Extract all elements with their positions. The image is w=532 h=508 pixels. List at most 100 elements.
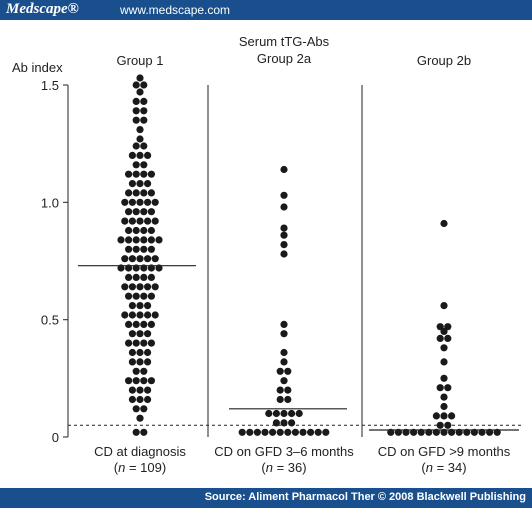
group-1-point (147, 226, 155, 235)
group-1-point (132, 161, 140, 169)
group-2a-point (280, 320, 288, 328)
footer-bar: Source: Aliment Pharmacol Ther © 2008 Bl… (0, 488, 532, 508)
group-1-point (132, 367, 140, 375)
site-url[interactable]: www.medscape.com (120, 3, 231, 17)
y-tick-label: 1.5 (41, 78, 59, 93)
group-1-point (125, 292, 133, 300)
group-2a-point (280, 250, 288, 258)
group-2b-point (440, 412, 448, 420)
group-2a-point (280, 165, 288, 174)
group-2a-point (253, 428, 261, 436)
group-1-point (136, 255, 144, 263)
group-1-category: CD at diagnosis (94, 444, 186, 459)
group-1-point (132, 405, 140, 413)
group-2b-point (432, 412, 440, 420)
group-2a-point (280, 358, 288, 366)
group-1-point (140, 292, 148, 300)
group-1-point (144, 217, 152, 225)
group-1-point (147, 292, 155, 300)
group-1-point (128, 395, 136, 404)
group-1-point (132, 428, 140, 436)
group-1-point (132, 377, 140, 385)
chart-title: Serum tTG-Abs (239, 34, 330, 49)
group-2b-point (444, 384, 452, 392)
group-2a-point (314, 428, 322, 436)
group-2a-point (280, 191, 288, 199)
group-1-point (132, 107, 140, 115)
group-1-point (128, 180, 136, 188)
group-2a-point (272, 419, 280, 427)
group-1-point (144, 151, 152, 159)
group-1-point (140, 245, 148, 253)
group-1-point (128, 198, 136, 206)
group-1-point (140, 367, 148, 375)
group-1-point (121, 255, 129, 263)
group-2a-point (280, 224, 288, 232)
group-1-point (151, 311, 159, 319)
group-1-point (136, 330, 144, 338)
group-1-point (132, 170, 140, 178)
group-1-point (132, 97, 140, 105)
group-2a-point (280, 409, 288, 418)
group-2a-point (280, 231, 288, 239)
group-2a-point (299, 428, 307, 436)
group-2b-point (440, 327, 448, 335)
group-1-point (136, 88, 144, 96)
group-1-point (147, 236, 155, 244)
y-tick-label: 0.5 (41, 313, 59, 328)
group-2b-point (436, 421, 444, 429)
group-2a-point (322, 428, 330, 436)
group-1-point (132, 236, 140, 244)
medscape-logo[interactable]: Medscape® (6, 1, 79, 17)
group-2b-point (444, 334, 452, 342)
group-1-point (136, 74, 144, 82)
group-1-point (128, 348, 136, 357)
group-2a-point (261, 428, 269, 436)
group-1-point (136, 180, 144, 188)
group-1-point (136, 126, 144, 134)
group-1-point (144, 198, 152, 206)
group-1-point (147, 320, 155, 328)
group-1-point (136, 151, 144, 159)
group-1-point (117, 236, 125, 244)
group-1-point (132, 116, 140, 124)
group-1-point (151, 217, 159, 225)
group-1-point (128, 358, 136, 366)
group-2b-point (440, 344, 448, 352)
group-2a-point (276, 386, 284, 394)
group-1-point (128, 330, 136, 338)
group-1-point (132, 226, 140, 235)
group-2a-n: (n = 36) (261, 460, 306, 475)
data-points (78, 74, 519, 436)
group-2a-point (280, 241, 288, 249)
group-1-point (132, 81, 140, 89)
group-2a-point (238, 428, 246, 436)
group-1-point (132, 189, 140, 197)
group-2b-point (440, 219, 448, 228)
group-1-point (140, 377, 148, 385)
group-1-point (128, 283, 136, 291)
group-1-point (140, 161, 148, 169)
group-2a-point (272, 409, 280, 418)
group-2a-point (280, 330, 288, 338)
chart: Ab index Serum tTG-Abs 0 0.5 1.0 1.5 Gro… (12, 34, 524, 475)
group-1-point (136, 302, 144, 310)
group-1-point (144, 302, 152, 310)
group-1-point (147, 170, 155, 178)
group-1-point (132, 245, 140, 253)
y-axis-label: Ab index (12, 60, 63, 75)
group-2b-point (440, 402, 448, 411)
group-1-point (140, 107, 148, 115)
group-1-point (128, 386, 136, 394)
group-2a-point (276, 367, 284, 375)
group-1-point (151, 255, 159, 263)
group-1-point (132, 339, 140, 347)
group-1-point (140, 236, 148, 244)
group-1-point (136, 217, 144, 225)
group-1-point (140, 428, 148, 436)
group-1-point (128, 255, 136, 263)
group-1-point (147, 208, 155, 216)
group-1-point (125, 236, 133, 244)
group-2a-point (280, 348, 288, 357)
group-2b-point (436, 334, 444, 342)
